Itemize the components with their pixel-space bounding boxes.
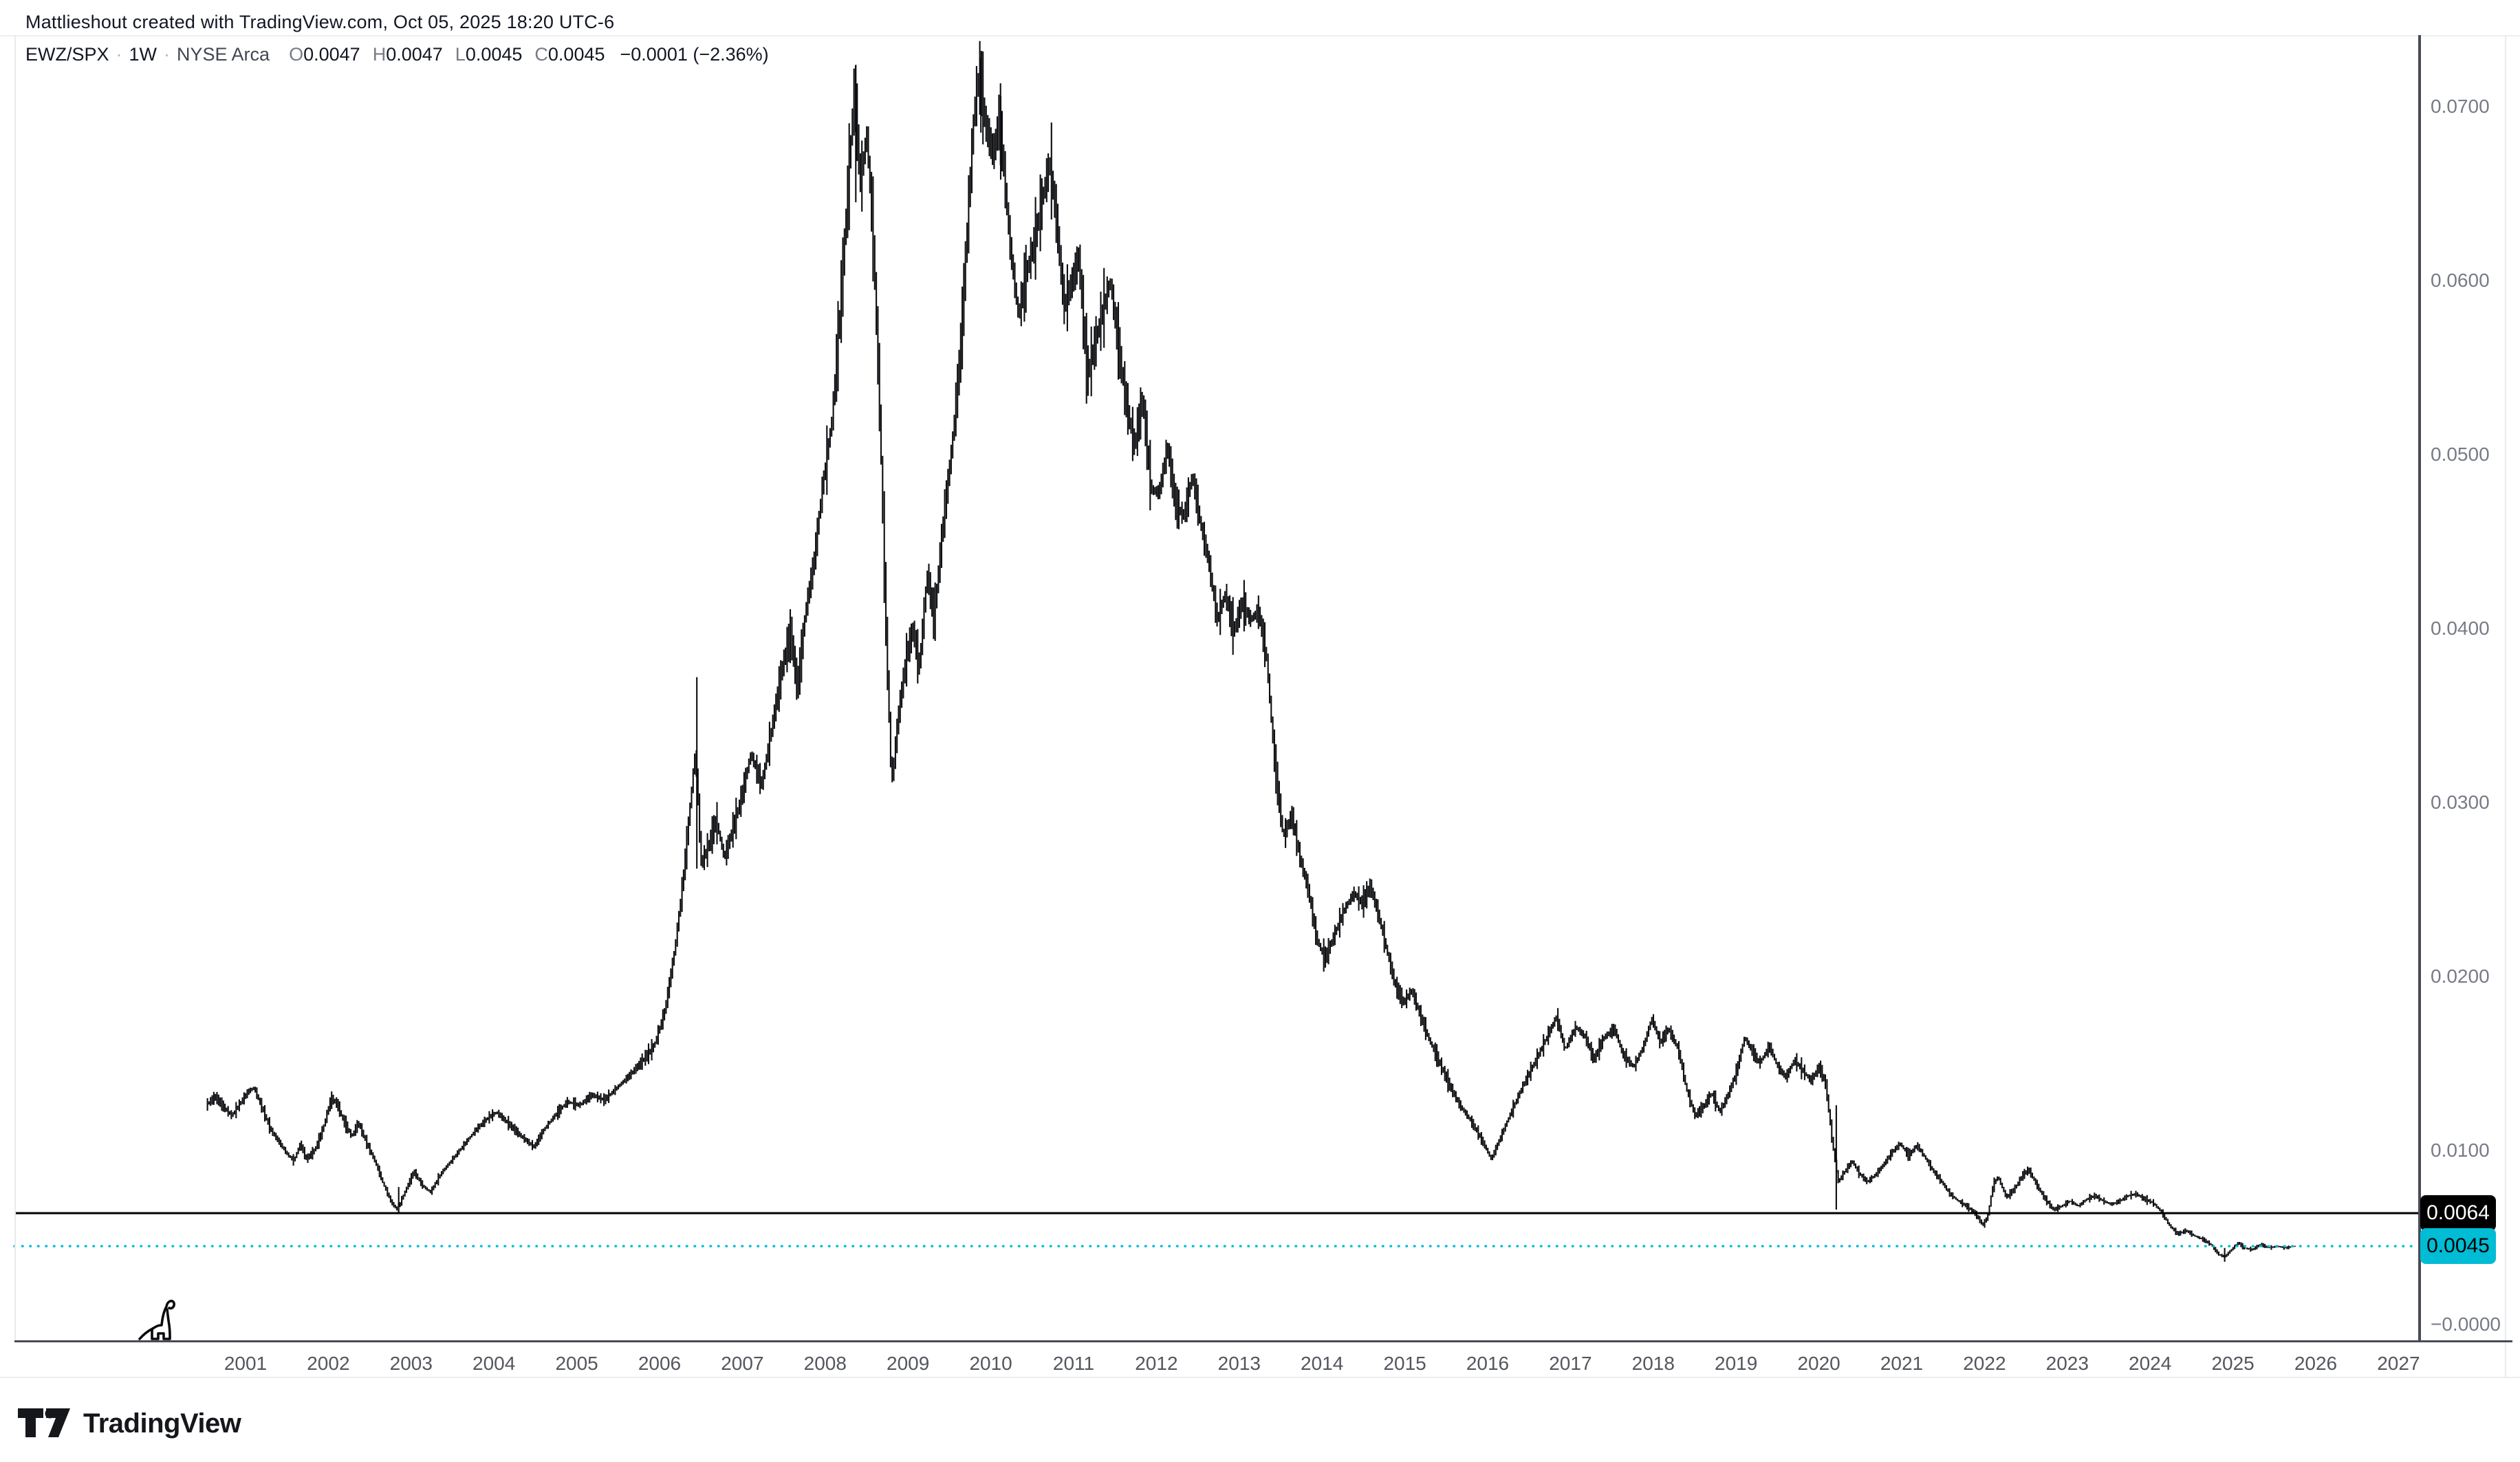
chart-legend: EWZ/SPX · 1W · NYSE Arca O0.0047 H0.0047 L0.004… (25, 43, 769, 65)
price-axis-badge: 0.0045 (2420, 1228, 2496, 1265)
x-tick-label: 2026 (2294, 1353, 2338, 1374)
ohlc-field-value: 0.0045 (547, 44, 605, 65)
y-tick-label: 0.0500 (2431, 444, 2490, 465)
axis-right-border (2505, 35, 2506, 1377)
y-tick-label: 0.0300 (2431, 792, 2490, 813)
exchange-label: NYSE Arca (177, 44, 270, 65)
brand-wordmark: TradingView (83, 1408, 241, 1439)
ohlc-values: O0.0047 H0.0047 L0.0045 C0.0045 (289, 44, 617, 65)
interval-label[interactable]: 1W (129, 44, 158, 65)
ohlc-field-value: 0.0047 (386, 44, 443, 65)
x-tick-label: 2008 (803, 1353, 847, 1374)
x-tick-label: 2020 (1797, 1353, 1840, 1374)
x-tick-label: 2024 (2129, 1353, 2172, 1374)
x-tick-label: 2022 (1963, 1353, 2006, 1374)
time-axis-line[interactable] (14, 1340, 2512, 1342)
x-tick-label: 2023 (2045, 1353, 2089, 1374)
x-tick-label: 2013 (1217, 1353, 1261, 1374)
x-tick-label: 2007 (721, 1353, 764, 1374)
tradingview-logo[interactable]: TradingView (17, 1407, 241, 1440)
ohlc-field-label: L (455, 44, 466, 65)
x-tick-label: 2010 (969, 1353, 1012, 1374)
x-tick-label: 2006 (638, 1353, 682, 1374)
x-tick-label: 2016 (1466, 1353, 1510, 1374)
y-tick-label: 0.0200 (2431, 965, 2490, 987)
tradingview-mark-icon (18, 1408, 70, 1437)
x-tick-label: 2025 (2211, 1353, 2255, 1374)
x-tick-label: 2005 (555, 1353, 598, 1374)
x-tick-label: 2011 (1052, 1353, 1095, 1374)
price-axis-badge: 0.0064 (2420, 1195, 2496, 1232)
x-tick-label: 2021 (1880, 1353, 1924, 1374)
pane-top-divider (0, 35, 2520, 36)
price-series (206, 41, 2296, 1262)
change-value: −0.0001 (−2.36%) (620, 44, 769, 65)
x-tick-label: 2015 (1383, 1353, 1426, 1374)
ohlc-field-value: 0.0045 (465, 44, 523, 65)
x-tick-label: 2001 (224, 1353, 268, 1374)
x-tick-label: 2002 (307, 1353, 350, 1374)
legend-separator: · (116, 44, 122, 65)
y-tick-label: 0.0700 (2431, 96, 2490, 117)
symbol-title[interactable]: EWZ/SPX (25, 44, 109, 65)
ohlc-field-label: C (534, 44, 548, 65)
x-tick-label: 2014 (1301, 1353, 1344, 1374)
ohlc-field-label: O (289, 44, 304, 65)
ohlc-field-label: H (372, 44, 387, 65)
y-tick-label: 0.0100 (2431, 1139, 2490, 1161)
x-tick-label: 2004 (472, 1353, 516, 1374)
dinosaur-doodle-icon (138, 1300, 175, 1340)
x-tick-label: 2009 (887, 1353, 930, 1374)
ohlc-field-value: 0.0047 (303, 44, 360, 65)
pane-bottom-divider (0, 1377, 2520, 1378)
y-tick-label: −0.0000 (2431, 1313, 2501, 1335)
x-tick-label: 2012 (1135, 1353, 1178, 1374)
x-tick-label: 2018 (1631, 1353, 1675, 1374)
x-tick-label: 2019 (1715, 1353, 1758, 1374)
legend-separator2: · (164, 44, 171, 65)
price-axis-border[interactable] (2418, 35, 2421, 1342)
x-tick-label: 2027 (2377, 1353, 2420, 1374)
y-tick-label: 0.0600 (2431, 270, 2490, 291)
pane-left-border (14, 35, 16, 1341)
y-tick-label: 0.0400 (2431, 618, 2490, 639)
watermark-attribution: Mattlieshout created with TradingView.co… (25, 12, 615, 32)
x-tick-label: 2003 (389, 1353, 433, 1374)
x-tick-label: 2017 (1549, 1353, 1592, 1374)
